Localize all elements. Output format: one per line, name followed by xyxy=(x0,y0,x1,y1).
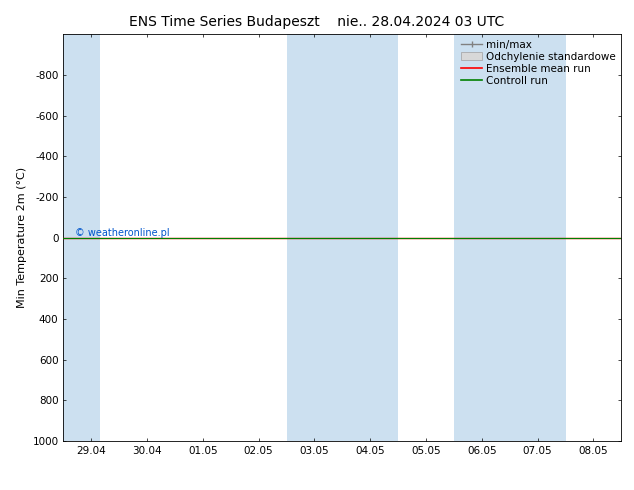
Bar xyxy=(63,34,100,441)
Bar xyxy=(287,34,398,441)
Y-axis label: Min Temperature 2m (°C): Min Temperature 2m (°C) xyxy=(17,167,27,308)
Text: © weatheronline.pl: © weatheronline.pl xyxy=(75,228,169,238)
Bar xyxy=(454,34,566,441)
Legend: min/max, Odchylenie standardowe, Ensemble mean run, Controll run: min/max, Odchylenie standardowe, Ensembl… xyxy=(459,37,618,88)
Text: ENS Time Series Budapeszt    nie.. 28.04.2024 03 UTC: ENS Time Series Budapeszt nie.. 28.04.20… xyxy=(129,15,505,29)
